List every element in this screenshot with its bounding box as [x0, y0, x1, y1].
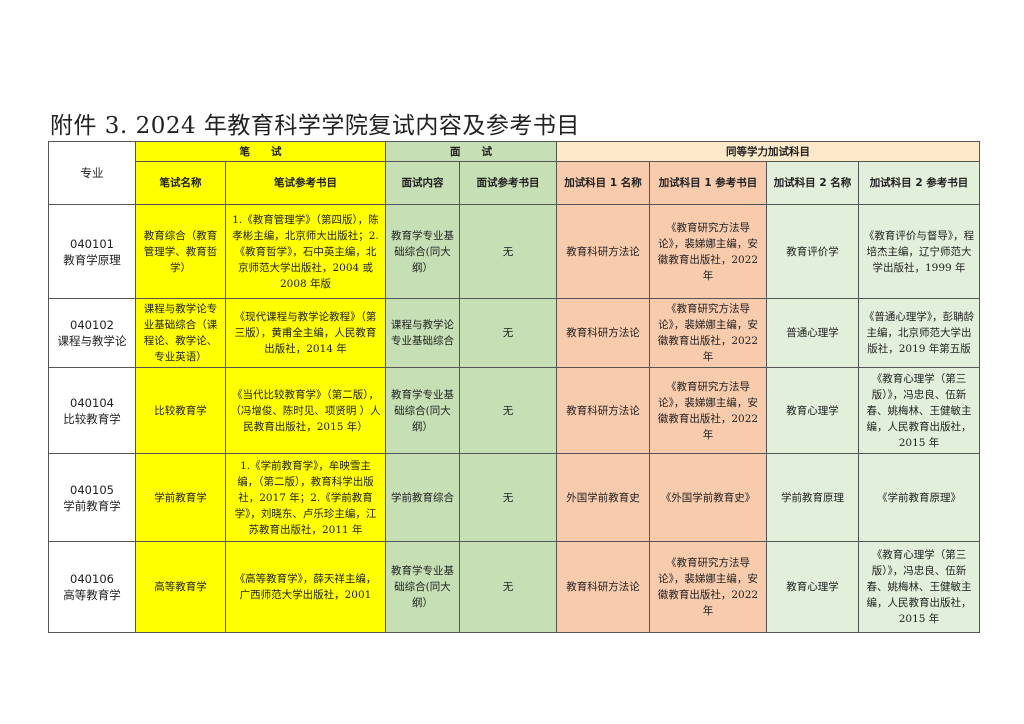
- exam-table: 专业 笔 试 面 试 同等学力加试科目 笔试名称 笔试参考书目 面试内容 面试参…: [48, 141, 980, 633]
- major-name: 高等教育学: [63, 588, 121, 602]
- table-row: 040104 比较教育学 比较教育学 《当代比较教育学》（第二版），（冯增俊、陈时见、…: [48, 367, 980, 454]
- interview-cell: 教育学专业基础综合(同大纲）: [385, 541, 460, 633]
- extra1-name-cell: 教育科研方法论: [556, 367, 650, 454]
- table-row: 040102 课程与教学论 课程与教学论专业基础综合（课程论、教学论、专业英语） 《现…: [48, 298, 980, 368]
- major-name: 教育学原理: [63, 252, 121, 267]
- extra1-name-cell: 教育科研方法论: [556, 204, 650, 299]
- extra1-books-cell: 《教育研究方法导论》，裴娣娜主编，安徽教育出版社，2022 年: [649, 204, 767, 299]
- major-code: 040106: [70, 572, 114, 586]
- written-books-cell: 《高等教育学》，薛天祥主编，广西师范大学出版社，2001: [225, 541, 386, 633]
- extra1-books-cell: 《外国学前教育史》: [649, 453, 767, 542]
- written-name-cell: 比较教育学: [135, 367, 226, 454]
- interview-books-cell: 无: [459, 541, 557, 633]
- extra2-books-cell: 《普通心理学》，彭聃龄主编，北京师范大学出版社，2019 年第五版: [858, 298, 980, 368]
- col-extra1-books: 加试科目 1 参考书目: [649, 161, 767, 205]
- extra2-books-cell: 《教育心理学（第三版）》，冯忠良、伍新春、姚梅林、王健敏主编，人民教育出版社，2…: [858, 541, 980, 633]
- interview-books-cell: 无: [459, 367, 557, 454]
- extra2-books-cell: 《学前教育原理》: [858, 453, 980, 542]
- written-name-cell: 高等教育学: [135, 541, 226, 633]
- header-major: 专业: [48, 141, 136, 205]
- col-written-name: 笔试名称: [135, 161, 226, 205]
- table-row: 040105 学前教育学 学前教育学 1.《学前教育学》，牟映雪主编，（第二版），教育…: [48, 453, 980, 542]
- table-row: 040106 高等教育学 高等教育学 《高等教育学》，薛天祥主编，广西师范大学出版社，…: [48, 541, 980, 633]
- written-name-cell: 课程与教学论专业基础综合（课程论、教学论、专业英语）: [135, 298, 226, 368]
- col-extra2-books: 加试科目 2 参考书目: [858, 161, 980, 205]
- extra1-name-cell: 教育科研方法论: [556, 541, 650, 633]
- col-written-books: 笔试参考书目: [225, 161, 386, 205]
- major-cell: 040104 比较教育学: [48, 367, 136, 454]
- written-name-cell: 教育综合（教育管理学、教育哲学）: [135, 204, 226, 299]
- col-extra1-name: 加试科目 1 名称: [556, 161, 650, 205]
- header-extra: 同等学力加试科目: [556, 141, 980, 162]
- major-cell: 040106 高等教育学: [48, 541, 136, 633]
- extra2-name-cell: 普通心理学: [766, 298, 859, 368]
- table-row: 040101 教育学原理 教育综合（教育管理学、教育哲学） 1.《教育管理学》（第四版…: [48, 204, 980, 299]
- extra2-name-cell: 教育心理学: [766, 367, 859, 454]
- extra1-books-cell: 《教育研究方法导论》，裴娣娜主编，安徽教育出版社，2022 年: [649, 367, 767, 454]
- written-books-cell: 《现代课程与教学论教程》（第三版），黄甫全主编，人民教育出版社，2014 年: [225, 298, 386, 368]
- written-books-cell: 1.《教育管理学》（第四版），陈孝彬主编，北京师大出版社；2.《教育哲学》，石中…: [225, 204, 386, 299]
- interview-cell: 教育学专业基础综合(同大纲）: [385, 204, 460, 299]
- written-books-cell: 《当代比较教育学》（第二版），（冯增俊、陈时见、项贤明 ）人民教育出版社，201…: [225, 367, 386, 454]
- major-name: 比较教育学: [63, 411, 121, 426]
- interview-books-cell: 无: [459, 453, 557, 542]
- interview-cell: 学前教育综合: [385, 453, 460, 542]
- written-name-cell: 学前教育学: [135, 453, 226, 542]
- extra1-books-cell: 《教育研究方法导论》，裴娣娜主编，安徽教育出版社，2022 年: [649, 298, 767, 368]
- col-extra2-name: 加试科目 2 名称: [766, 161, 859, 205]
- major-cell: 040102 课程与教学论: [48, 298, 136, 368]
- interview-cell: 教育学专业基础综合(同大纲）: [385, 367, 460, 454]
- extra2-name-cell: 学前教育原理: [766, 453, 859, 542]
- major-code: 040101: [70, 236, 114, 251]
- interview-cell: 课程与教学论专业基础综合: [385, 298, 460, 368]
- header-interview: 面 试: [385, 141, 557, 162]
- major-name: 学前教育学: [63, 498, 121, 513]
- extra1-name-cell: 外国学前教育史: [556, 453, 650, 542]
- major-cell: 040105 学前教育学: [48, 453, 136, 542]
- extra2-name-cell: 教育评价学: [766, 204, 859, 299]
- extra2-name-cell: 教育心理学: [766, 541, 859, 633]
- major-name: 课程与教学论: [57, 334, 127, 348]
- major-code: 040102: [70, 318, 114, 332]
- interview-books-cell: 无: [459, 204, 557, 299]
- extra2-books-cell: 《教育心理学（第三版）》，冯忠良、伍新春、姚梅林、王健敏主编，人民教育出版社，2…: [858, 367, 980, 454]
- page-title: 附件 3. 2024 年教育科学学院复试内容及参考书目: [50, 113, 580, 139]
- major-cell: 040101 教育学原理: [48, 204, 136, 299]
- extra2-books-cell: 《教育评价与督导》，程培杰主编，辽宁师范大学出版社，1999 年: [858, 204, 980, 299]
- extra1-name-cell: 教育科研方法论: [556, 298, 650, 368]
- written-books-cell: 1.《学前教育学》，牟映雪主编，（第二版），教育科学出版社，2017 年；2.《…: [225, 453, 386, 542]
- header-written: 笔 试: [135, 141, 386, 162]
- interview-books-cell: 无: [459, 298, 557, 368]
- col-interview: 面试内容: [385, 161, 460, 205]
- major-code: 040104: [70, 395, 114, 410]
- col-interview-books: 面试参考书目: [459, 161, 557, 205]
- extra1-books-cell: 《教育研究方法导论》，裴娣娜主编，安徽教育出版社，2022 年: [649, 541, 767, 633]
- major-code: 040105: [70, 482, 114, 497]
